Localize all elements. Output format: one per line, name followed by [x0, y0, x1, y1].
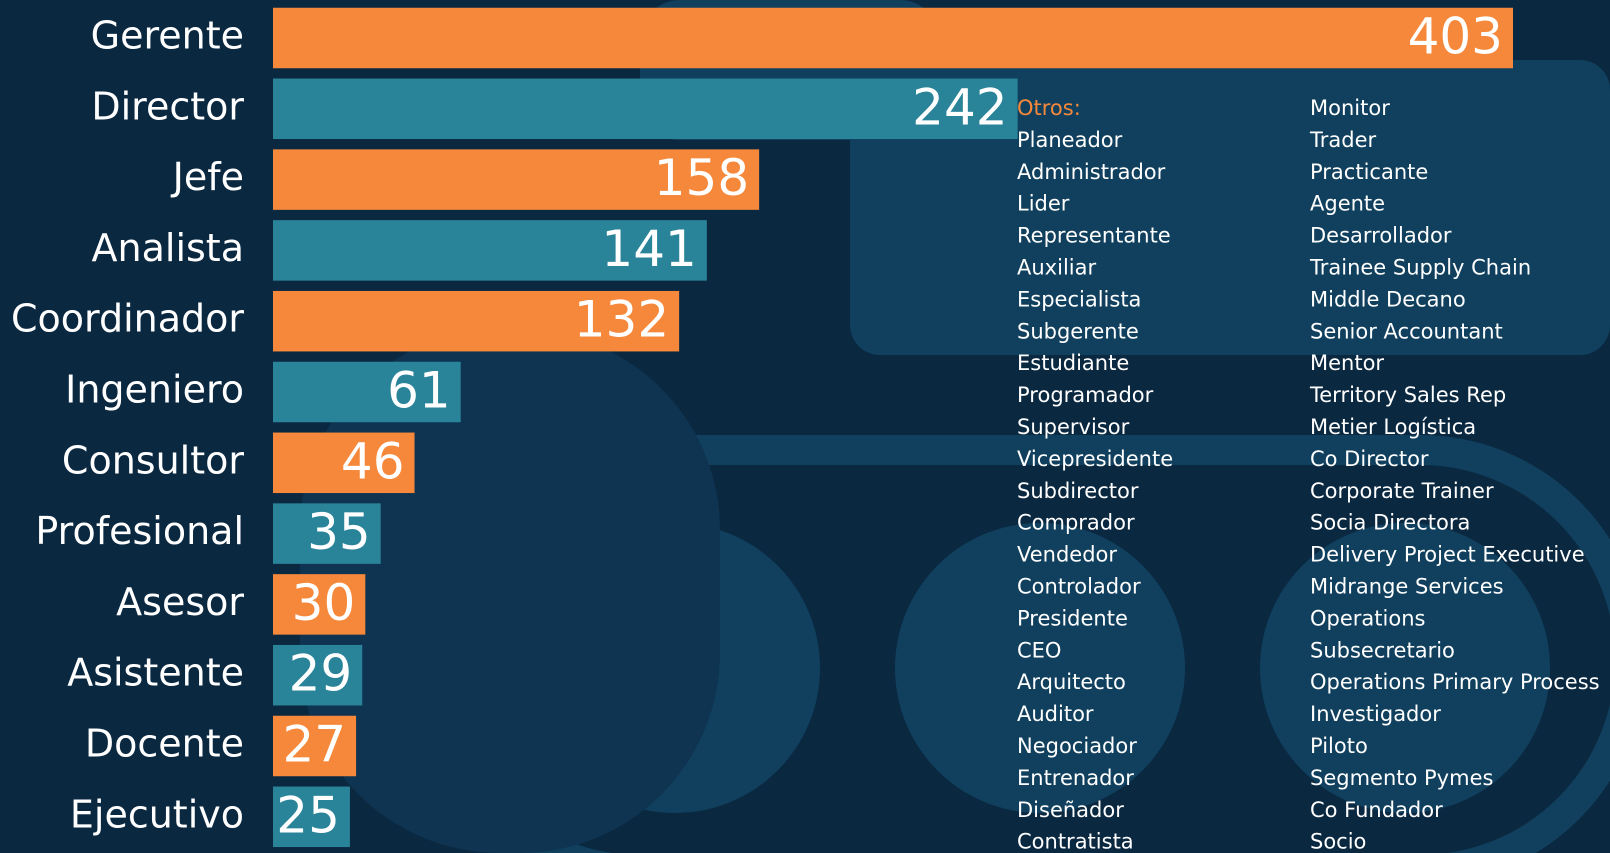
y-tick-label: Coordinador	[11, 297, 244, 341]
otros-item: Comprador	[1017, 511, 1135, 535]
y-tick-label: Gerente	[91, 14, 244, 58]
value-label: 242	[912, 78, 1007, 136]
value-label: 158	[654, 149, 749, 207]
value-label: 29	[289, 645, 353, 703]
otros-item: Mentor	[1310, 351, 1384, 375]
otros-item: Programador	[1017, 383, 1154, 407]
otros-item: Monitor	[1310, 96, 1390, 120]
otros-item: Arquitecto	[1017, 670, 1126, 694]
otros-item: Contratista	[1017, 830, 1134, 853]
value-label: 46	[341, 432, 405, 490]
otros-item: Planeador	[1017, 128, 1123, 152]
value-label: 61	[387, 362, 451, 420]
otros-item: Senior Accountant	[1310, 319, 1503, 343]
otros-item: Co Fundador	[1310, 798, 1443, 822]
value-label: 30	[292, 574, 356, 632]
otros-item: Corporate Trainer	[1310, 479, 1494, 503]
y-tick-label: Jefe	[171, 155, 244, 199]
otros-item: Subsecretario	[1310, 638, 1455, 662]
otros-item: Desarrollador	[1310, 224, 1452, 248]
y-tick-label: Ingeniero	[65, 368, 244, 412]
otros-item: Investigador	[1310, 702, 1441, 726]
otros-item: Representante	[1017, 224, 1171, 248]
otros-item: Middle Decano	[1310, 287, 1466, 311]
otros-title: Otros:	[1017, 96, 1081, 120]
otros-item: Especialista	[1017, 287, 1141, 311]
otros-item: Delivery Project Executive	[1310, 543, 1585, 567]
otros-item: Administrador	[1017, 160, 1166, 184]
otros-item: Socio	[1310, 830, 1366, 853]
otros-item: Diseñador	[1017, 798, 1124, 822]
otros-item: Vicepresidente	[1017, 447, 1173, 471]
otros-item: Lider	[1017, 192, 1070, 216]
otros-item: Socia Directora	[1310, 511, 1470, 535]
otros-item: Subgerente	[1017, 319, 1139, 343]
otros-item: Negociador	[1017, 734, 1137, 758]
otros-item: Operations	[1310, 606, 1425, 630]
bar	[273, 79, 1018, 140]
otros-item: Trainee Supply Chain	[1309, 256, 1531, 280]
chart: Otros: Gerente 403 Director 242 Jefe 158 Anali…	[0, 0, 1610, 853]
y-tick-label: Analista	[92, 226, 244, 270]
otros-item: Piloto	[1310, 734, 1368, 758]
value-label: 35	[307, 503, 371, 561]
otros-item: Presidente	[1017, 606, 1128, 630]
y-tick-label: Director	[91, 84, 244, 128]
y-tick-label: Ejecutivo	[70, 792, 244, 836]
value-label: 27	[282, 716, 346, 774]
value-label: 403	[1408, 8, 1503, 66]
otros-item: Vendedor	[1017, 543, 1117, 567]
page: {"chart_data": { "type": "bar", "orienta…	[0, 0, 1610, 853]
otros-item: Auditor	[1017, 702, 1094, 726]
bar	[273, 8, 1513, 69]
y-tick-label: Docente	[85, 722, 244, 766]
value-label: 141	[601, 220, 696, 278]
otros-item: Auxiliar	[1017, 256, 1096, 280]
otros-item: Controlador	[1017, 575, 1141, 599]
otros-item: Supervisor	[1017, 415, 1130, 439]
value-label: 132	[574, 291, 669, 349]
otros-item: Midrange Services	[1310, 575, 1504, 599]
otros-item: CEO	[1017, 638, 1061, 662]
otros-item: Segmento Pymes	[1310, 766, 1493, 790]
otros-item: Trader	[1309, 128, 1376, 152]
value-label: 25	[276, 786, 340, 844]
y-tick-label: Asesor	[116, 580, 244, 624]
otros-item: Agente	[1310, 192, 1385, 216]
otros-item: Metier Logística	[1310, 415, 1476, 439]
otros-item: Subdirector	[1017, 479, 1139, 503]
y-tick-label: Asistente	[67, 651, 244, 695]
otros-item: Territory Sales Rep	[1309, 383, 1506, 407]
otros-item: Co Director	[1310, 447, 1429, 471]
otros-item: Entrenador	[1017, 766, 1134, 790]
y-tick-label: Consultor	[62, 438, 244, 482]
otros-item: Practicante	[1310, 160, 1428, 184]
otros-item: Operations Primary Process	[1310, 670, 1600, 694]
otros-item: Estudiante	[1017, 351, 1129, 375]
y-tick-label: Profesional	[35, 509, 244, 553]
